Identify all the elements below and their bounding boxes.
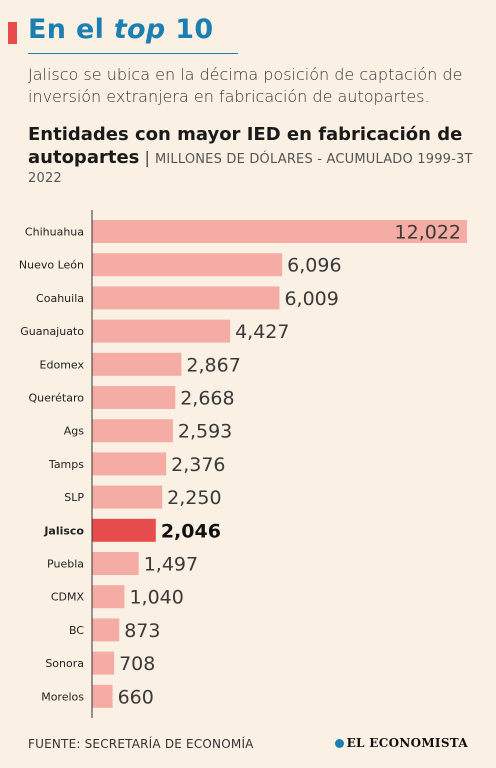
value-label-ags: 2,593 bbox=[178, 421, 232, 443]
chart-title-line1: Entidades con mayor IED en fabricación d… bbox=[28, 124, 463, 145]
chart-units: MILLONES DE DÓLARES - ACUMULADO 1999-3T bbox=[154, 152, 473, 167]
headline: En el top 10 bbox=[28, 14, 213, 45]
subtitle: Jalisco se ubica en la décima posición d… bbox=[28, 65, 463, 106]
category-label-slp: SLP bbox=[64, 491, 84, 504]
headline-underline bbox=[28, 53, 238, 54]
brand-logo: EL ECONOMISTA bbox=[334, 736, 468, 750]
value-label-slp: 2,250 bbox=[167, 487, 221, 509]
value-label-queretaro: 2,668 bbox=[180, 388, 234, 410]
bar-morelos bbox=[92, 684, 113, 708]
value-label-chihuahua: 12,022 bbox=[395, 222, 461, 244]
bar-guanajuato bbox=[92, 319, 231, 343]
brand-mark-icon bbox=[334, 739, 344, 748]
value-label-bc: 873 bbox=[124, 620, 160, 642]
source-note: FUENTE: SECRETARÍA DE ECONOMÍA bbox=[28, 737, 254, 751]
headline-suffix: 10 bbox=[165, 14, 214, 45]
value-label-tamps: 2,376 bbox=[171, 454, 225, 476]
category-label-ags: Ags bbox=[64, 425, 85, 438]
category-label-tamps: Tamps bbox=[48, 458, 84, 471]
bar-bc bbox=[92, 618, 120, 642]
value-label-morelos: 660 bbox=[118, 686, 154, 708]
chart-title-line2: autopartes | MILLONES DE DÓLARES - ACUMU… bbox=[28, 147, 478, 171]
value-label-nuevo-leon: 6,096 bbox=[287, 255, 341, 277]
accent-bar bbox=[8, 22, 17, 44]
bar-coahuila bbox=[92, 286, 280, 310]
value-label-edomex: 2,867 bbox=[186, 354, 240, 376]
category-label-edomex: Edomex bbox=[40, 358, 85, 371]
bar-jalisco bbox=[92, 518, 156, 542]
category-label-bc: BC bbox=[69, 624, 84, 637]
bar-chihuahua bbox=[92, 220, 467, 243]
chart-title: Entidades con mayor IED en fabricación d… bbox=[28, 122, 478, 186]
category-label-chihuahua: Chihuahua bbox=[25, 226, 84, 239]
chart-title-bold: autopartes bbox=[28, 147, 140, 168]
chart-units-line2: 2022 bbox=[28, 171, 62, 186]
category-label-jalisco: Jalisco bbox=[43, 524, 84, 537]
value-label-jalisco: 2,046 bbox=[161, 520, 221, 542]
brand-name: EL ECONOMISTA bbox=[346, 736, 468, 750]
bar-tamps bbox=[92, 452, 167, 476]
bar-slp bbox=[92, 485, 163, 509]
category-label-coahuila: Coahuila bbox=[36, 292, 84, 305]
category-label-cdmx: CDMX bbox=[51, 591, 85, 604]
value-label-coahuila: 6,009 bbox=[284, 288, 338, 310]
bar-puebla bbox=[92, 552, 139, 575]
category-label-morelos: Morelos bbox=[41, 690, 84, 703]
headline-prefix: En el bbox=[28, 14, 114, 45]
category-label-queretaro: Querétaro bbox=[28, 392, 84, 405]
bar-cdmx bbox=[92, 585, 125, 609]
chart-title-separator: | bbox=[144, 148, 150, 167]
value-label-cdmx: 1,040 bbox=[129, 587, 183, 609]
category-label-puebla: Puebla bbox=[47, 558, 84, 571]
category-label-sonora: Sonora bbox=[45, 657, 84, 670]
bar-ags bbox=[92, 419, 173, 443]
value-label-puebla: 1,497 bbox=[144, 554, 198, 576]
headline-italic: top bbox=[113, 14, 166, 45]
value-label-guanajuato: 4,427 bbox=[235, 321, 289, 343]
category-label-guanajuato: Guanajuato bbox=[20, 325, 84, 338]
bar-queretaro bbox=[92, 386, 176, 409]
value-label-sonora: 708 bbox=[119, 653, 155, 675]
category-label-nuevo-leon: Nuevo León bbox=[19, 259, 84, 272]
bar-edomex bbox=[92, 352, 182, 376]
bar-sonora bbox=[92, 651, 115, 675]
bar-nuevo-leon bbox=[92, 253, 283, 277]
